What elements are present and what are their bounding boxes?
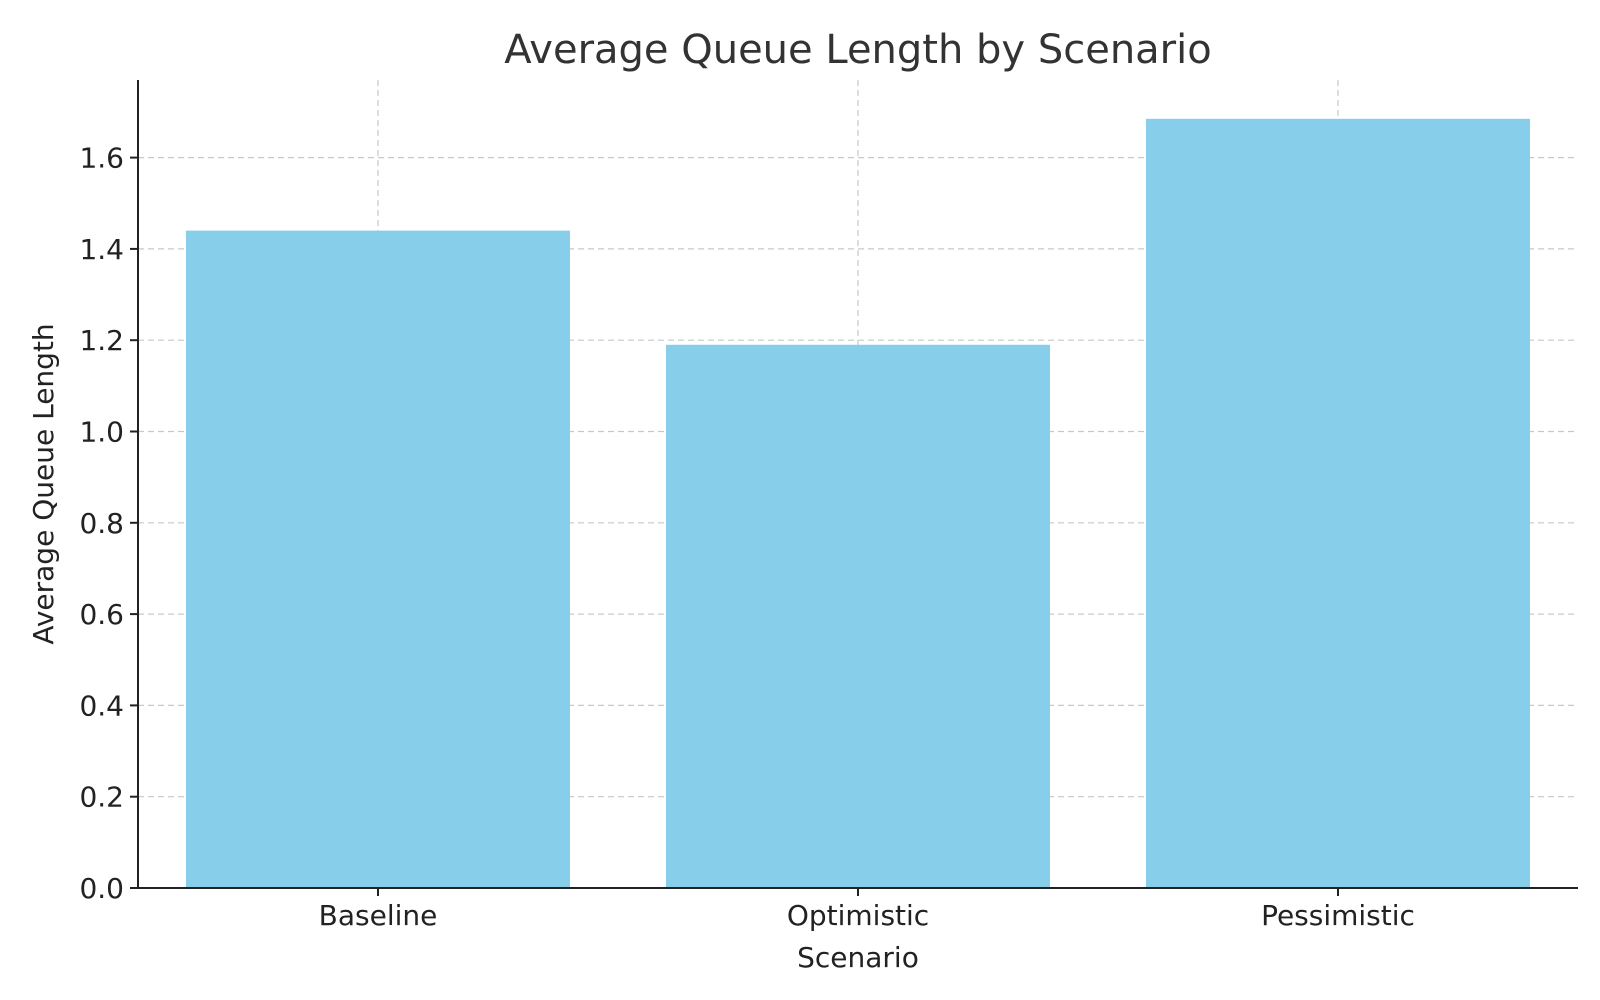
y-tick-label: 1.0	[79, 416, 124, 449]
y-tick-label: 1.2	[79, 324, 124, 357]
bar-pessimistic	[1146, 118, 1530, 889]
y-ticks: 0.0 0.2 0.4 0.6 0.8 1.0 1.2 1.4 1.6	[79, 142, 138, 905]
x-tick-label: Optimistic	[787, 899, 929, 932]
x-axis-label: Scenario	[797, 941, 919, 974]
y-axis-label: Average Queue Length	[27, 323, 60, 644]
x-ticks: Baseline Optimistic Pessimistic	[319, 888, 1415, 932]
bar-baseline	[186, 230, 570, 889]
y-tick-label: 1.4	[79, 233, 124, 266]
x-tick-label: Pessimistic	[1261, 899, 1415, 932]
bar-optimistic	[666, 344, 1050, 888]
y-tick-label: 0.2	[79, 781, 124, 814]
chart-title: Average Queue Length by Scenario	[504, 27, 1211, 73]
y-tick-label: 1.6	[79, 142, 124, 175]
x-tick-label: Baseline	[319, 899, 438, 932]
y-tick-label: 0.4	[79, 689, 124, 722]
bar-layer	[186, 118, 1530, 889]
y-tick-label: 0.0	[79, 872, 124, 905]
y-tick-label: 0.8	[79, 507, 124, 540]
y-tick-label: 0.6	[79, 598, 124, 631]
